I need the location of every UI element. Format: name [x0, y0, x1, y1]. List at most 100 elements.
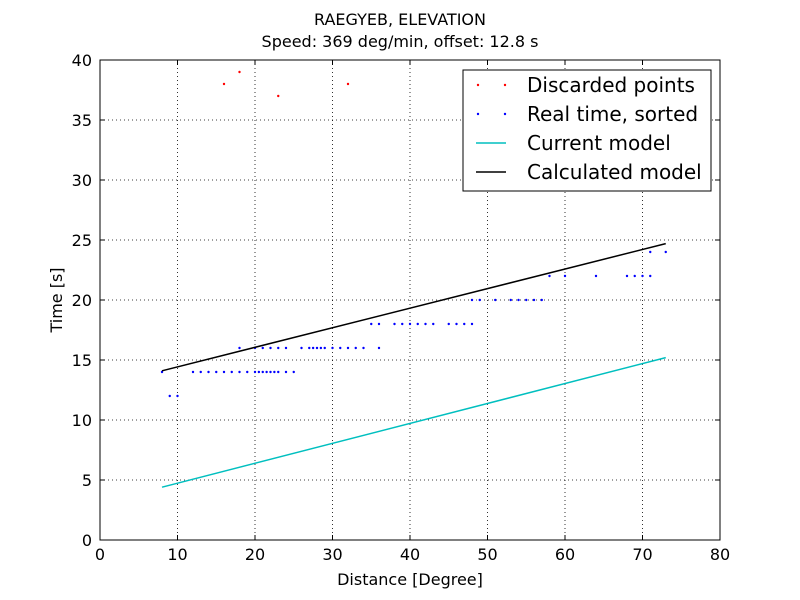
x-tick-label: 80 [710, 545, 730, 564]
y-tick-label: 40 [72, 51, 92, 70]
real-time-sorted-point [393, 322, 396, 326]
real-time-sorted-point [273, 370, 276, 374]
calculated-model-line [161, 242, 666, 372]
real-time-sorted-point [277, 370, 280, 374]
real-time-sorted-point [354, 346, 357, 350]
real-time-sorted-point [548, 274, 551, 278]
real-time-sorted-point [377, 322, 381, 326]
x-tick-label: 10 [167, 545, 187, 564]
chart-subtitle: Speed: 369 deg/min, offset: 12.8 s [262, 32, 539, 51]
real-time-sorted-point [625, 274, 629, 278]
legend-entry-current-model: Current model [476, 131, 671, 155]
real-time-sorted-point [257, 370, 261, 374]
real-time-sorted-point [238, 346, 241, 350]
real-time-sorted-point [277, 346, 280, 350]
real-time-sorted-point [563, 274, 567, 278]
x-tick-label: 70 [632, 545, 652, 564]
y-tick-label: 20 [72, 291, 92, 310]
real-time-sorted-point [269, 370, 272, 374]
discarded-points-point [277, 94, 280, 98]
real-time-sorted-point [509, 298, 512, 302]
legend-marker-swatch [503, 112, 507, 116]
real-time-sorted-point [370, 322, 373, 326]
real-time-sorted-point [346, 346, 350, 350]
real-time-sorted-point [517, 298, 520, 302]
series-discarded-points [222, 70, 350, 98]
y-tick-label: 5 [82, 471, 92, 490]
y-tick-label: 35 [72, 111, 92, 130]
real-time-sorted-point [284, 370, 288, 374]
real-time-sorted-point [649, 250, 652, 254]
legend-box [462, 69, 712, 192]
real-time-sorted-point [664, 250, 667, 254]
real-time-sorted-point [494, 298, 497, 302]
real-time-sorted-point [432, 322, 435, 326]
plot-series [160, 70, 667, 488]
real-time-sorted-point [532, 298, 536, 302]
series-current-model [161, 356, 666, 488]
real-time-sorted-point [416, 322, 419, 326]
real-time-sorted-point [649, 274, 652, 278]
real-time-sorted-point [470, 322, 474, 326]
legend-marker-swatch [503, 83, 507, 87]
real-time-sorted-point [261, 370, 264, 374]
real-time-sorted-point [377, 346, 381, 350]
y-tick-label: 0 [82, 531, 92, 550]
real-time-sorted-point [315, 346, 319, 350]
real-time-sorted-point [470, 298, 474, 302]
y-tick-label: 15 [72, 351, 92, 370]
legend-marker-swatch [476, 83, 480, 87]
real-time-sorted-point [253, 370, 257, 374]
axis-ticks: 0 10 20 30 40 50 60 70 80 0 5 10 15 20 25 30 35 40 [72, 51, 731, 564]
real-time-sorted-point [339, 346, 342, 350]
legend: Discarded points Real time, sorted Current… [462, 69, 712, 192]
discarded-points-point [346, 82, 350, 86]
real-time-sorted-point [207, 370, 210, 374]
real-time-sorted-point [265, 370, 268, 374]
y-tick-label: 30 [72, 171, 92, 190]
legend-label: Discarded points [527, 73, 695, 97]
real-time-sorted-point [594, 274, 598, 278]
y-tick-label: 25 [72, 231, 92, 250]
current-model-line [161, 356, 666, 488]
real-time-sorted-point [478, 298, 481, 302]
real-time-sorted-point [215, 370, 218, 374]
legend-entry-real-time-sorted: Real time, sorted [476, 102, 698, 126]
real-time-sorted-point [362, 346, 365, 350]
real-time-sorted-point [199, 370, 202, 374]
real-time-sorted-point [191, 370, 195, 374]
x-axis-label: Distance [Degree] [337, 570, 483, 589]
legend-entry-discarded-points: Discarded points [476, 73, 695, 97]
series-real-time-sorted [160, 250, 667, 398]
real-time-sorted-point [447, 322, 450, 326]
x-tick-label: 0 [95, 545, 105, 564]
real-time-sorted-point [463, 322, 466, 326]
x-tick-label: 30 [322, 545, 342, 564]
real-time-sorted-point [230, 370, 233, 374]
real-time-sorted-point [331, 346, 334, 350]
real-time-sorted-point [261, 346, 264, 350]
real-time-sorted-point [168, 394, 171, 398]
real-time-sorted-point [176, 394, 179, 398]
real-time-sorted-point [246, 370, 249, 374]
chart-title: RAEGYEB, ELEVATION [314, 10, 486, 29]
x-tick-label: 40 [400, 545, 420, 564]
y-tick-label: 10 [72, 411, 92, 430]
real-time-sorted-point [300, 346, 303, 350]
x-tick-label: 50 [477, 545, 497, 564]
real-time-sorted-point [455, 322, 458, 326]
real-time-sorted-point [641, 274, 644, 278]
real-time-sorted-point [408, 322, 412, 326]
legend-marker-swatch [476, 112, 480, 116]
legend-label: Real time, sorted [527, 102, 698, 126]
discarded-points-point [222, 82, 226, 86]
y-axis-label: Time [s] [47, 267, 66, 333]
legend-entry-calculated-model: Calculated model [476, 160, 702, 184]
legend-label: Calculated model [527, 160, 702, 184]
real-time-sorted-point [292, 370, 295, 374]
x-tick-label: 60 [555, 545, 575, 564]
real-time-sorted-point [238, 370, 241, 374]
real-time-sorted-point [525, 298, 528, 302]
legend-label: Current model [527, 131, 671, 155]
real-time-sorted-point [323, 346, 326, 350]
